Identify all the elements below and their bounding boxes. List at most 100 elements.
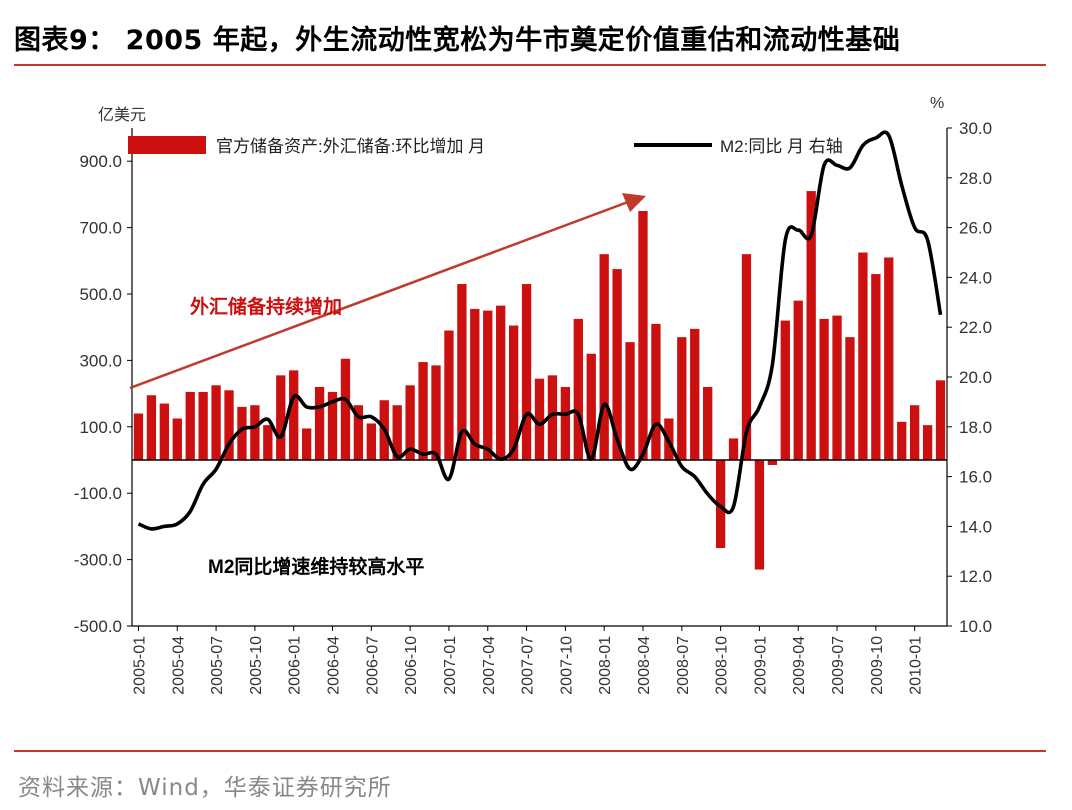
left-tick-label: 500.0 bbox=[79, 285, 122, 304]
legend-line-label: M2:同比 月 右轴 bbox=[720, 137, 843, 156]
bar bbox=[638, 211, 648, 460]
trend-arrow bbox=[129, 200, 629, 390]
bar bbox=[819, 318, 829, 460]
x-tick-label: 2009-10 bbox=[869, 636, 886, 695]
bar bbox=[573, 318, 583, 460]
bar bbox=[728, 438, 739, 460]
right-tick-label: 10.0 bbox=[959, 617, 992, 636]
bar bbox=[741, 254, 752, 460]
bar bbox=[431, 365, 441, 460]
right-tick-label: 24.0 bbox=[959, 268, 992, 287]
bar bbox=[897, 421, 907, 460]
bar bbox=[871, 274, 881, 460]
bar bbox=[289, 370, 299, 460]
left-tick-label: 700.0 bbox=[79, 219, 122, 238]
x-tick-label: 2005-01 bbox=[132, 636, 149, 695]
bar bbox=[353, 405, 364, 460]
x-tick-label: 2005-10 bbox=[248, 636, 265, 695]
bar bbox=[444, 330, 454, 460]
bar bbox=[534, 378, 545, 460]
bar bbox=[418, 362, 428, 460]
x-tick-label: 2009-07 bbox=[830, 636, 847, 695]
left-tick-label: -100.0 bbox=[74, 484, 122, 503]
bar bbox=[793, 300, 803, 460]
bar bbox=[185, 391, 195, 460]
bar bbox=[586, 353, 596, 460]
line-series bbox=[137, 130, 943, 531]
bar bbox=[715, 460, 726, 548]
bar bbox=[146, 395, 157, 460]
bar bbox=[483, 310, 493, 460]
x-tick-label: 2005-04 bbox=[170, 636, 187, 695]
bar bbox=[780, 320, 790, 460]
left-tick-label: 900.0 bbox=[79, 152, 122, 171]
right-tick-label: 18.0 bbox=[959, 418, 992, 437]
line-annotation: M2同比增速维持较高水平 bbox=[208, 555, 424, 578]
trend-arrow-head bbox=[622, 193, 646, 212]
left-unit-label: 亿美元 bbox=[98, 106, 146, 124]
bar bbox=[314, 386, 325, 460]
bar bbox=[263, 425, 273, 460]
right-tick-label: 26.0 bbox=[959, 219, 992, 238]
left-tick-label: -300.0 bbox=[74, 551, 122, 570]
bar bbox=[237, 406, 247, 460]
x-tick-label: 2009-04 bbox=[791, 636, 808, 695]
bar bbox=[276, 375, 286, 460]
legend-bar-swatch bbox=[128, 136, 206, 154]
bar bbox=[159, 403, 169, 460]
bar bbox=[922, 425, 933, 460]
bar bbox=[677, 337, 687, 460]
bar bbox=[392, 405, 402, 460]
m2-line bbox=[137, 130, 943, 531]
bar bbox=[625, 342, 635, 460]
bar bbox=[508, 325, 519, 460]
x-tick-label: 2008-04 bbox=[636, 636, 653, 695]
bar bbox=[521, 284, 532, 460]
bar bbox=[560, 386, 571, 460]
x-tick-label: 2008-01 bbox=[597, 636, 614, 695]
bar bbox=[133, 413, 144, 460]
bar-series bbox=[133, 191, 946, 570]
x-tick-label: 2006-04 bbox=[326, 636, 343, 695]
bar bbox=[806, 191, 816, 460]
bar bbox=[690, 328, 700, 460]
source-rule bbox=[14, 750, 1046, 752]
x-tick-label: 2007-10 bbox=[558, 636, 575, 695]
right-tick-label: 28.0 bbox=[959, 169, 992, 188]
figure-title: 图表9： 2005 年起，外生流动性宽松为牛市奠定价值重估和流动性基础 bbox=[14, 25, 901, 56]
x-tick-label: 2008-10 bbox=[714, 636, 731, 695]
left-tick-label: 100.0 bbox=[79, 418, 122, 437]
title-rule bbox=[14, 64, 1046, 66]
bar bbox=[327, 391, 338, 460]
x-tick-label: 2006-01 bbox=[287, 636, 304, 695]
bar bbox=[858, 252, 868, 460]
bar bbox=[301, 428, 312, 460]
right-tick-label: 22.0 bbox=[959, 318, 992, 337]
x-tick-label: 2005-07 bbox=[209, 636, 226, 695]
bar bbox=[935, 380, 946, 460]
axes: -500.0 -300.0 -100.0 100.0 300.0 500.0 700.0 90… bbox=[74, 119, 992, 695]
right-tick-label: 12.0 bbox=[959, 567, 992, 586]
bar bbox=[250, 405, 260, 460]
x-tick-label: 2006-10 bbox=[403, 636, 420, 695]
bar bbox=[172, 418, 182, 460]
legend-bar-label: 官方储备资产:外汇储备:环比增加 月 bbox=[216, 137, 485, 156]
bar bbox=[832, 315, 842, 460]
bar bbox=[910, 405, 920, 460]
x-tick-label: 2009-01 bbox=[752, 636, 769, 695]
bar bbox=[211, 385, 221, 460]
bar bbox=[496, 305, 506, 460]
bars-annotation: 外汇储备持续增加 bbox=[190, 295, 342, 318]
chart: 亿美元 % -500.0 -300.0 -100.0 100.0 300.0 500.0 7… bbox=[74, 95, 992, 695]
source-note: 资料来源：Wind，华泰证券研究所 bbox=[18, 775, 392, 801]
x-tick-label: 2007-04 bbox=[481, 636, 498, 695]
bar bbox=[703, 386, 713, 460]
bar bbox=[405, 385, 415, 460]
bar bbox=[754, 460, 765, 570]
right-tick-label: 14.0 bbox=[959, 517, 992, 536]
left-tick-label: -500.0 bbox=[74, 617, 122, 636]
right-tick-label: 16.0 bbox=[959, 468, 992, 487]
bar bbox=[224, 390, 234, 460]
bar bbox=[884, 257, 894, 460]
x-tick-label: 2006-07 bbox=[364, 636, 381, 695]
